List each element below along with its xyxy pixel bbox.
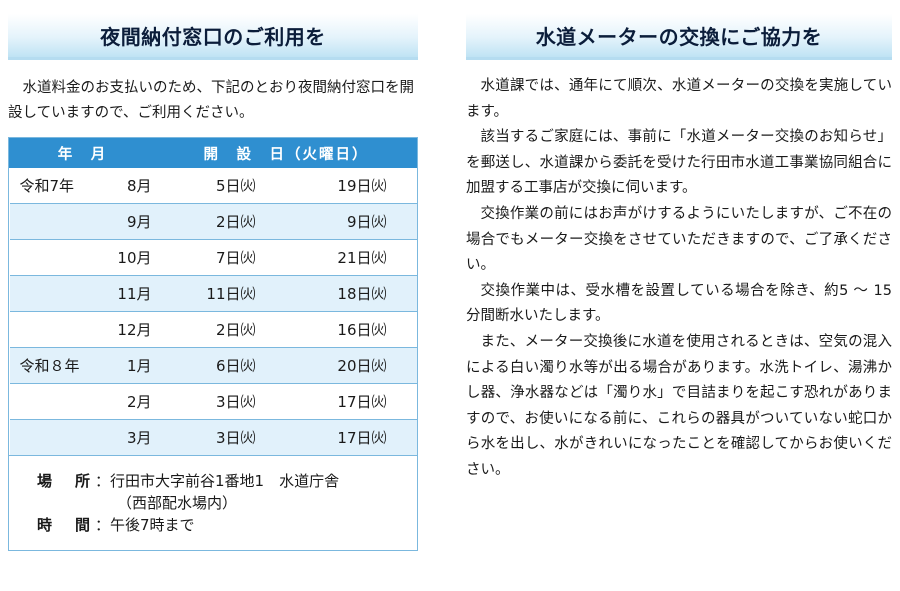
schedule-table: 年 月 開 設 日（火曜日） 令和7年 8月 5日㈫ 19日㈫ 9月 2日㈫ 9日㈫ 10月 7…	[9, 138, 417, 455]
venue-info: 場 所：行田市大字前谷1番地1 水道庁舎 （西部配水場内） 時 間：午後7時まで	[8, 456, 418, 551]
table-row: 11月 11日㈫ 18日㈫	[9, 275, 417, 312]
table-row: 令和7年 8月 5日㈫ 19日㈫	[9, 167, 417, 204]
table-row: 10月 7日㈫ 21日㈫	[9, 239, 417, 276]
day2-cell: 9日㈫	[261, 203, 417, 240]
table-row: 令和８年 1月 6日㈫ 20日㈫	[9, 347, 417, 384]
paragraph: 交換作業中は、受水槽を設置している場合を除き、約5 ～ 15分間断水いたします。	[466, 282, 892, 325]
place-line: 場 所：行田市大字前谷1番地1 水道庁舎	[37, 470, 417, 492]
month-cell: 3月	[111, 419, 156, 455]
era-cell	[9, 239, 112, 276]
month-cell: 2月	[111, 383, 156, 420]
era-cell	[9, 311, 112, 348]
era-cell	[9, 203, 112, 240]
table-row: 3月 3日㈫ 17日㈫	[9, 419, 417, 455]
month-cell: 9月	[111, 203, 156, 240]
day2-cell: 17日㈫	[261, 419, 417, 455]
schedule-header-row: 年 月 開 設 日（火曜日）	[9, 138, 417, 168]
day2-cell: 18日㈫	[261, 275, 417, 312]
era-cell	[9, 419, 112, 455]
era-cell	[9, 383, 112, 420]
night-payment-intro: 水道料金のお支払いのため、下記のとおり夜間納付窓口を開設していますので、ご利用く…	[8, 80, 414, 121]
month-cell: 12月	[111, 311, 156, 348]
paragraph: 水道課では、通年にて順次、水道メーターの交換を実施しています。	[466, 78, 892, 120]
meter-exchange-title: 水道メーターの交換にご協力を	[466, 14, 892, 60]
table-row: 2月 3日㈫ 17日㈫	[9, 383, 417, 420]
month-cell: 8月	[111, 167, 156, 204]
header-year-month: 年 月	[9, 138, 156, 168]
header-open-days: 開 設 日（火曜日）	[155, 138, 417, 168]
day2-cell: 16日㈫	[261, 311, 417, 348]
meter-exchange-body: 水道課では、通年にて順次、水道メーターの交換を実施しています。 該当するご家庭に…	[466, 74, 892, 484]
place-label: 場 所	[37, 472, 95, 490]
day2-cell: 21日㈫	[261, 239, 417, 276]
era-cell	[9, 275, 112, 312]
schedule-body: 令和7年 8月 5日㈫ 19日㈫ 9月 2日㈫ 9日㈫ 10月 7日㈫ 21日㈫ 11月 11日㈫ 18…	[9, 167, 417, 455]
place-value: ：行田市大字前谷1番地1 水道庁舎	[95, 472, 340, 490]
month-cell: 10月	[111, 239, 156, 276]
time-value: ：午後7時まで	[95, 516, 195, 534]
month-cell: 11月	[111, 275, 156, 312]
era-cell: 令和7年	[9, 167, 112, 204]
day1-cell: 3日㈫	[155, 419, 262, 455]
day2-cell: 20日㈫	[261, 347, 417, 384]
day2-cell: 19日㈫	[261, 167, 417, 204]
schedule-table-wrap: 年 月 開 設 日（火曜日） 令和7年 8月 5日㈫ 19日㈫ 9月 2日㈫ 9日㈫ 10月 7…	[8, 137, 418, 456]
time-label: 時 間	[37, 516, 95, 534]
place-sub: （西部配水場内）	[117, 494, 238, 512]
day1-cell: 5日㈫	[155, 167, 262, 204]
paragraph: また、メーター交換後に水道を使用されるときは、空気の混入による白い濁り水等が出る…	[466, 333, 892, 478]
day1-cell: 2日㈫	[155, 311, 262, 348]
era-cell: 令和８年	[9, 347, 112, 384]
table-row: 12月 2日㈫ 16日㈫	[9, 311, 417, 348]
day1-cell: 7日㈫	[155, 239, 262, 276]
paragraph: 交換作業の前にはお声がけするようにいたしますが、ご不在の場合でもメーター交換をさ…	[466, 205, 892, 274]
month-cell: 1月	[111, 347, 156, 384]
day1-cell: 2日㈫	[155, 203, 262, 240]
day1-cell: 11日㈫	[155, 275, 262, 312]
day2-cell: 17日㈫	[261, 383, 417, 420]
night-payment-title: 夜間納付窓口のご利用を	[8, 14, 418, 60]
day1-cell: 3日㈫	[155, 383, 262, 420]
time-line: 時 間：午後7時まで	[37, 514, 417, 536]
table-row: 9月 2日㈫ 9日㈫	[9, 203, 417, 240]
meter-exchange-section: 水道メーターの交換にご協力を 水道課では、通年にて順次、水道メーターの交換を実施…	[466, 0, 892, 484]
night-payment-section: 夜間納付窓口のご利用を 水道料金のお支払いのため、下記のとおり夜間納付窓口を開設…	[8, 0, 418, 551]
day1-cell: 6日㈫	[155, 347, 262, 384]
paragraph: 該当するご家庭には、事前に「水道メーター交換のお知らせ」を郵送し、水道課から委託…	[466, 129, 892, 197]
